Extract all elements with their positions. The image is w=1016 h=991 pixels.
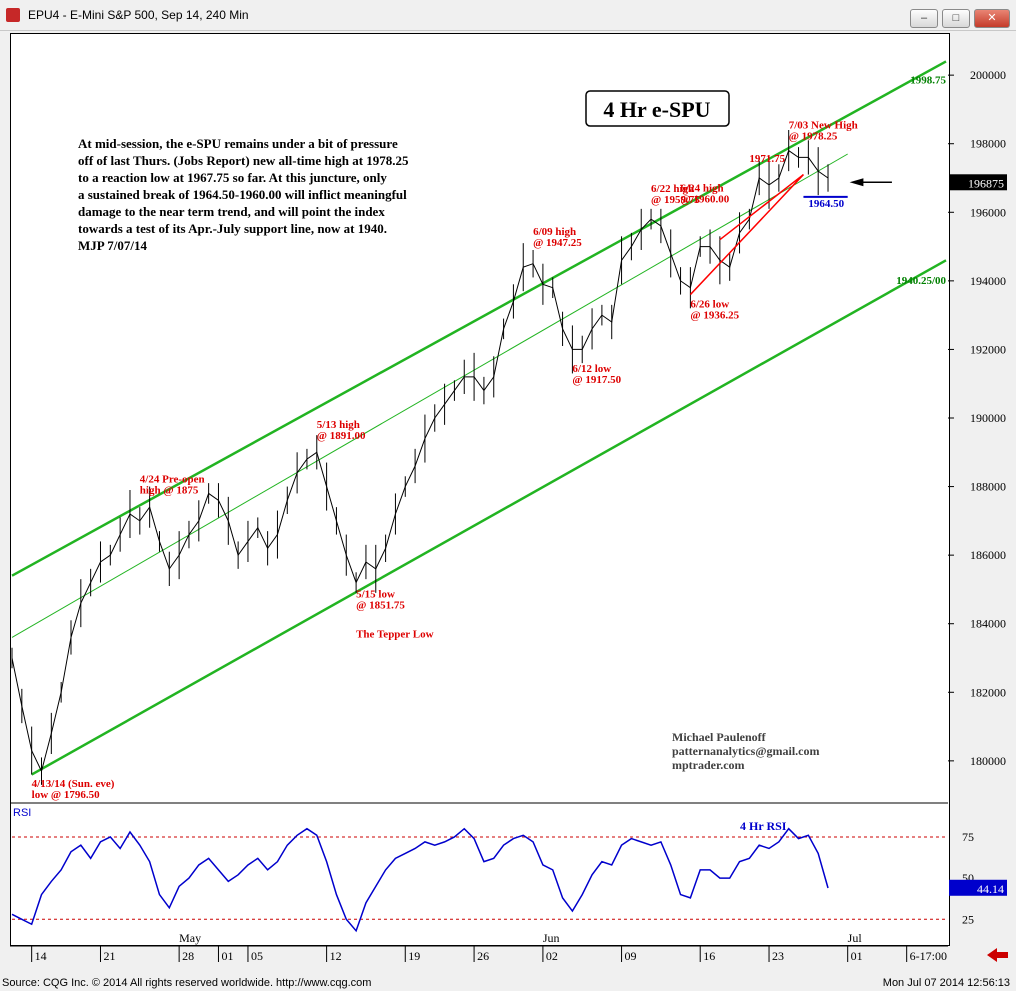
annotation-label: 5/15 low [356,588,395,600]
last-price-box [949,174,1007,191]
y-tick-label: 192000 [970,342,1006,356]
x-tick-label: 12 [330,949,342,963]
annotation-label: @ 1851.75 [356,599,405,611]
app-icon [6,8,20,22]
commentary-line: MJP 7/07/14 [78,238,147,253]
author-line: mptrader.com [672,758,745,772]
annotation-label: 6/26 low [690,299,729,311]
commentary-line: damage to the near term trend, and will … [78,204,385,219]
rsi-last-box [949,879,1007,896]
x-tick-label: 01 [221,949,233,963]
month-label: Jun [543,931,560,945]
price-panel: 4/13/14 (Sun. eve)low @ 1796.50 4/24 Pre-… [11,60,947,801]
minimize-button[interactable]: – [910,9,938,28]
y-tick-label: 200000 [970,68,1006,82]
x-tick-label: 28 [182,949,194,963]
x-tick-label: 21 [103,949,115,963]
y-tick-label: 188000 [970,480,1006,494]
x-tick-label: 09 [625,949,637,963]
month-label: Jul [848,931,863,945]
trendline-upper-channel [11,60,947,577]
rsi-panel-label: RSI [13,807,32,819]
rsi-panel: 4 Hr RSI [11,819,946,933]
author-line: patternanalytics@gmail.com [672,744,819,758]
commentary-line: a sustained break of 1964.50-1960.00 wil… [78,187,407,202]
x-tick-label: 16 [703,949,715,963]
annotation-label: 6/22 high [651,183,694,195]
annotation-label: 6/09 high [533,226,576,238]
rsi-title: 4 Hr RSI [740,819,787,833]
price-line [11,149,829,773]
commentary-line: towards a test of its Apr.-July support … [78,221,387,236]
x-tick-label: 23 [772,949,784,963]
commentary-line: to a reaction low at 1967.75 so far. At … [78,170,387,185]
y-tick-label: 194000 [970,274,1006,288]
rsi-last-label: 44.14 [977,882,1004,896]
annotation-label: 4/13/14 (Sun. eve) [32,778,115,790]
annotation-label: low @ 1796.50 [32,789,100,801]
x-tick-label: 26 [477,949,489,963]
arrow-icon [849,178,864,187]
x-tick-label: 01 [851,949,863,963]
title-box [585,90,730,127]
triangle-pattern [689,173,804,296]
y-tick-label: 198000 [970,137,1006,151]
annotation-label: @ 1891.00 [317,430,366,442]
annotation-label: @ 1917.50 [572,374,621,386]
x-tick-label: 05 [251,949,263,963]
chart-title: 4 Hr e-SPU [603,97,710,122]
annotation-label: @ 1947.25 [533,237,582,249]
restore-button[interactable]: □ [942,9,970,28]
annotation-label: 6/24 high [681,182,724,194]
y-tick-label: 190000 [970,411,1006,425]
y-tick-label: 180000 [970,754,1006,768]
commentary-line: off of last Thurs. (Jobs Report) new all… [78,153,409,168]
annotation-label: high @ 1875 [140,485,199,497]
axes: 200000 198000 196000 194000 192000 190000 1880… [10,68,1008,963]
timestamp-text: Mon Jul 07 2014 12:56:13 [882,977,1010,989]
rsi-tick-label: 75 [962,830,974,844]
annotation-label: 1940.25/00 [896,275,946,287]
annotation-label: @ 1978.25 [789,131,838,143]
x-tick-label: 6-17:00 [910,949,947,963]
rsi-tick-label: 25 [962,912,974,926]
footer: Source: CQG Inc. © 2014 All rights reser… [0,975,1016,991]
y-tick-label: 196000 [970,205,1006,219]
annotation-label: 6/12 low [572,363,611,375]
commentary-line: At mid-session, the e-SPU remains under … [78,136,398,151]
annotation-label: 1971.75 [749,153,785,165]
trendline-lower-channel [31,259,947,776]
annotation-label: 5/13 high [317,419,360,431]
author-line: Michael Paulenoff [672,730,767,744]
y-tick-label: 182000 [970,685,1006,699]
window-title: EPU4 - E-Mini S&P 500, Sep 14, 240 Min [28,8,249,22]
x-tick-label: 19 [408,949,420,963]
annotation-label: 1998.75 [910,74,946,86]
trendline-middle-line [11,153,848,638]
annotation-label: 1964.50 [808,198,844,210]
x-tick-label: 14 [35,949,47,963]
last-price-label: 196875 [968,176,1004,190]
rsi-line [11,827,829,933]
close-button[interactable]: ✕ [974,9,1010,28]
month-label: May [179,931,201,945]
y-tick-label: 186000 [970,548,1006,562]
annotation-label: The Tepper Low [356,629,433,641]
annotation-label: 7/03 New High [789,120,858,132]
source-text: Source: CQG Inc. © 2014 All rights reser… [2,977,372,989]
title-bar: EPU4 - E-Mini S&P 500, Sep 14, 240 Min –… [0,0,1016,31]
annotation-label: @ 1959.75 [651,194,700,206]
y-tick-label: 184000 [970,617,1006,631]
annotation-label: @ 1960.00 [681,193,730,205]
x-tick-label: 02 [546,949,558,963]
scroll-arrow-icon [987,948,1008,962]
annotation-label: @ 1936.25 [690,310,739,322]
annotation-label: 4/24 Pre-open [140,474,205,486]
